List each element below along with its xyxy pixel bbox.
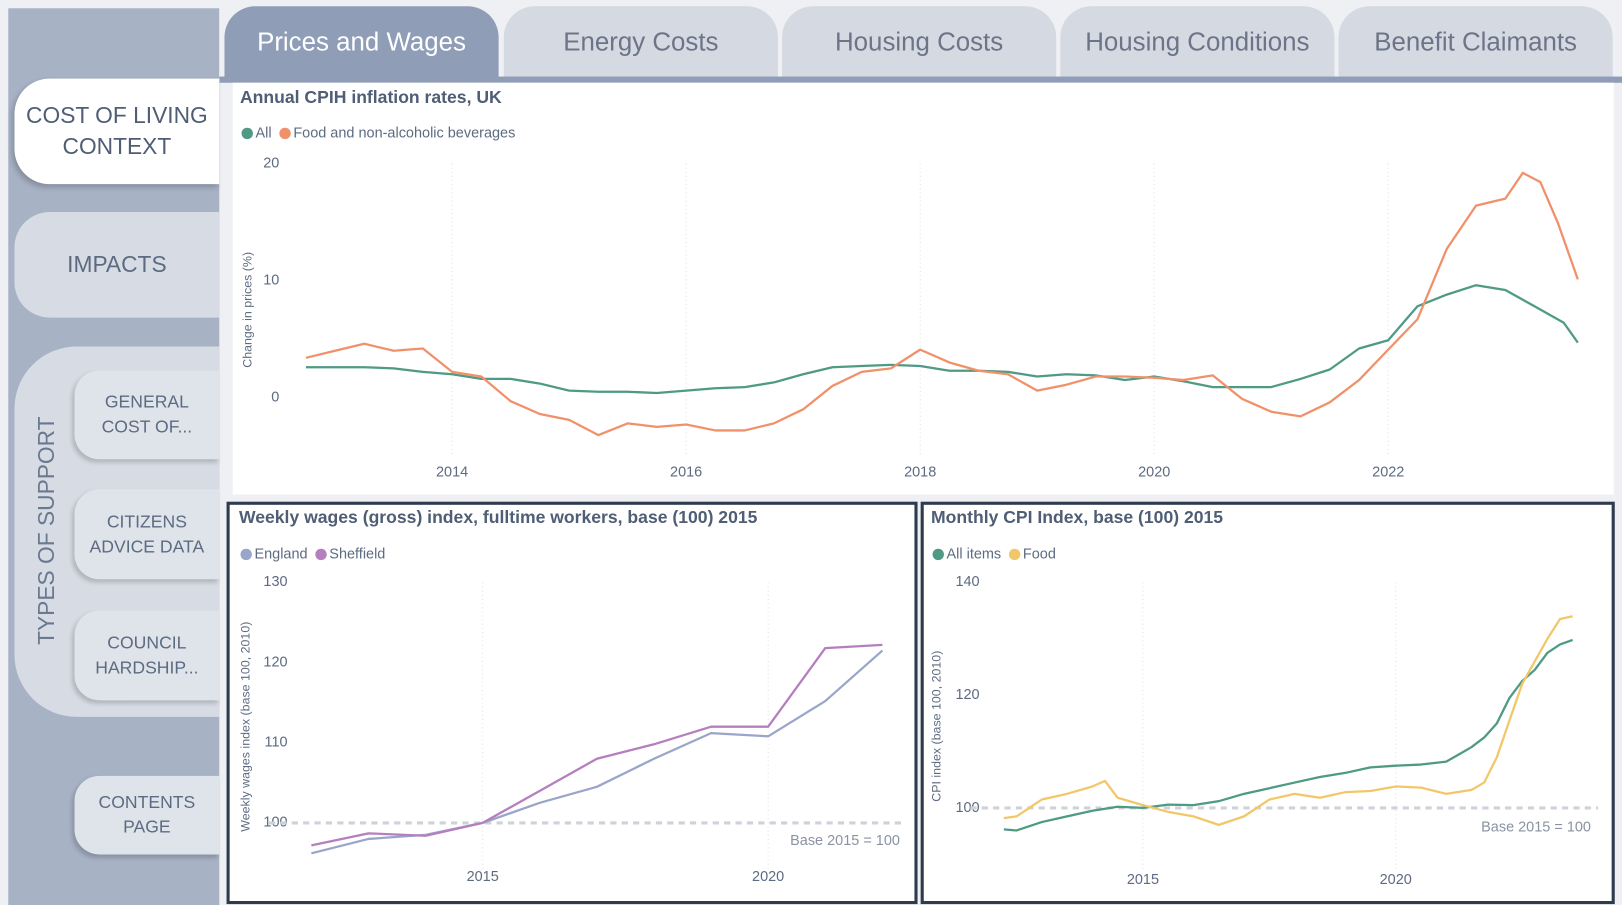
legend-marker xyxy=(1008,548,1021,561)
y-tick-label: 120 xyxy=(263,654,287,670)
tab[interactable]: Housing Conditions xyxy=(1060,6,1335,79)
data-line xyxy=(311,649,884,855)
y-tick-label: 130 xyxy=(263,574,287,590)
tab-underline xyxy=(219,76,1622,83)
y-axis-title: CPI index (base 100, 2010) xyxy=(929,651,943,802)
legend-marker xyxy=(240,548,252,561)
chart-title: Weekly wages (gross) index, fulltime wor… xyxy=(239,507,758,527)
x-tick-label: 2020 xyxy=(752,869,784,885)
x-tick-label: 2016 xyxy=(670,465,702,481)
y-tick-label: 20 xyxy=(263,155,279,171)
annotation: Base 2015 = 100 xyxy=(790,833,900,849)
nav-button[interactable]: CONTENTS PAGE xyxy=(74,775,220,855)
y-tick-label: 10 xyxy=(263,272,279,288)
legend-label: Sheffield xyxy=(329,546,385,562)
chart-panel xyxy=(920,501,1615,905)
y-axis-title: Weekly wages index (base 100, 2010) xyxy=(238,622,252,832)
legend-marker xyxy=(932,548,944,561)
y-tick-label: 110 xyxy=(264,735,287,751)
data-line xyxy=(311,643,883,847)
y-tick-label: 120 xyxy=(955,687,979,703)
x-tick-label: 2014 xyxy=(436,465,468,481)
tab[interactable]: Prices and Wages xyxy=(224,6,499,79)
tab[interactable]: Benefit Claimants xyxy=(1338,6,1613,79)
nav-button[interactable]: IMPACTS xyxy=(14,212,220,318)
y-tick-label: 0 xyxy=(271,389,279,405)
legend-label: England xyxy=(254,546,307,562)
chart-panel xyxy=(232,82,1614,495)
data-line xyxy=(1003,615,1573,827)
data-line xyxy=(305,284,1579,395)
legend-marker xyxy=(279,127,291,140)
chart-title: Monthly CPI Index, base (100) 2015 xyxy=(931,507,1223,527)
legend-label: All xyxy=(256,125,272,141)
nav-button[interactable]: CITIZENS ADVICE DATA xyxy=(74,489,220,580)
x-tick-label: 2018 xyxy=(904,465,936,481)
tab[interactable]: Housing Costs xyxy=(782,6,1057,79)
x-tick-label: 2015 xyxy=(1127,872,1159,888)
legend-label: Food xyxy=(1023,546,1056,562)
x-tick-label: 2020 xyxy=(1380,872,1412,888)
nav-button[interactable]: COUNCIL HARDSHIP... xyxy=(74,610,220,701)
nav-button[interactable]: COST OF LIVING CONTEXT xyxy=(14,78,220,185)
data-line xyxy=(305,171,1579,437)
nav-button[interactable]: GENERAL COST OF... xyxy=(74,370,220,460)
x-tick-label: 2020 xyxy=(1138,465,1170,481)
tab[interactable]: Energy Costs xyxy=(503,6,778,79)
data-line xyxy=(1003,638,1574,832)
legend-marker xyxy=(241,127,253,140)
y-tick-label: 100 xyxy=(263,815,287,831)
legend-label: Food and non-alcoholic beverages xyxy=(293,125,515,141)
chart-panel xyxy=(226,501,918,905)
y-tick-label: 100 xyxy=(955,800,979,816)
x-tick-label: 2022 xyxy=(1372,465,1404,481)
legend-label: All items xyxy=(947,546,1002,562)
annotation: Base 2015 = 100 xyxy=(1481,819,1591,835)
y-axis-title: Change in prices (%) xyxy=(241,252,255,368)
x-tick-label: 2015 xyxy=(467,869,499,885)
legend-marker xyxy=(315,548,327,561)
y-tick-label: 140 xyxy=(955,574,979,590)
chart-title: Annual CPIH inflation rates, UK xyxy=(240,87,502,107)
